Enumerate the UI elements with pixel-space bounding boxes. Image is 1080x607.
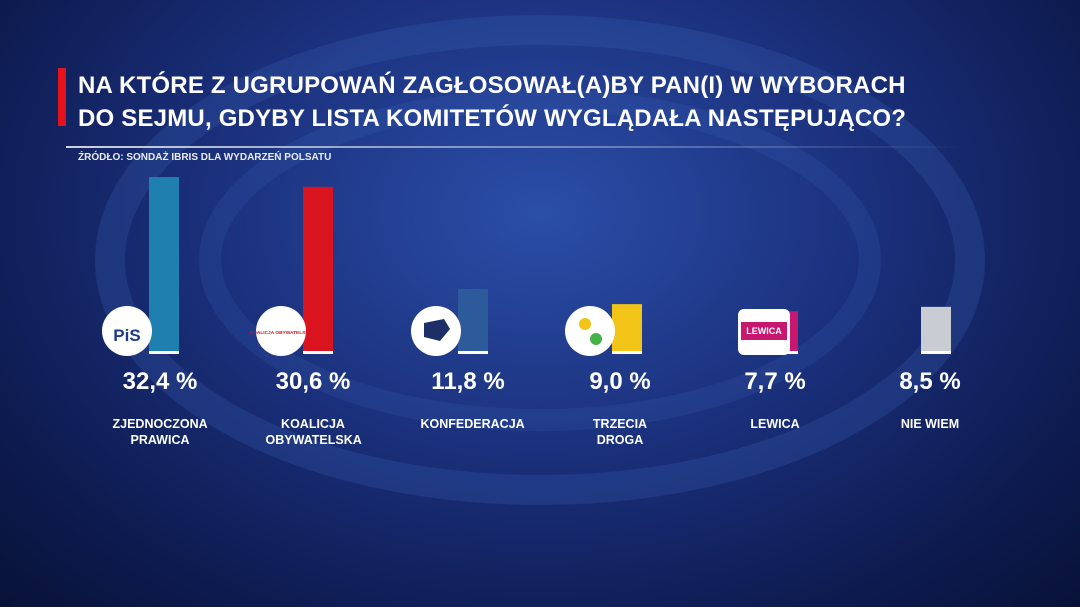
category-label-text: ZJEDNOCZONA PRAWICA xyxy=(112,417,208,447)
bar-base xyxy=(149,351,179,354)
bar xyxy=(303,186,333,353)
background-arc xyxy=(95,15,985,505)
logo-shape xyxy=(424,319,450,341)
party-logo: KOALICJA OBYWATELSKA xyxy=(250,306,313,356)
category-label: TRZECIA DROGA xyxy=(550,416,690,448)
category-label-text: LEWICA xyxy=(750,417,800,431)
title-accent xyxy=(58,68,66,126)
category-label-text: NIE WIEM xyxy=(900,417,960,431)
logo-dot xyxy=(590,333,602,345)
category-label-text: TRZECIA DROGA xyxy=(592,417,648,447)
chart-title: DO SEJMU, GDYBY LISTA KOMITETÓW WYGLĄDAŁ… xyxy=(78,105,907,132)
category-label: KOALICJA OBYWATELSKA xyxy=(243,416,383,448)
party-logo: LEWICA xyxy=(738,309,790,355)
category-label-text: KOALICJA OBYWATELSKA xyxy=(265,417,362,447)
bar xyxy=(921,306,951,353)
bar-base xyxy=(921,351,951,354)
bar-base xyxy=(458,351,488,354)
bar xyxy=(149,177,179,353)
value-label: 32,4 % xyxy=(122,368,198,395)
logo-text: LEWICA xyxy=(746,326,782,336)
logo-inner xyxy=(741,322,787,340)
value-label: 8,5 % xyxy=(899,368,961,395)
party-logo: PiS xyxy=(102,306,152,356)
value-label: 9,0 % xyxy=(589,368,651,395)
value-label: 30,6 % xyxy=(275,368,351,395)
logo-text: KOALICJA OBYWATELSKA xyxy=(250,330,313,336)
category-label: KONFEDERACJA xyxy=(398,416,538,432)
bar xyxy=(612,304,642,353)
logo-circle xyxy=(565,306,615,356)
chart-title: NA KTÓRE Z UGRUPOWAŃ ZAGŁOSOWAŁ(A)BY PAN… xyxy=(78,72,906,99)
bar xyxy=(458,288,488,353)
background-arc xyxy=(199,89,881,431)
logo-dot xyxy=(579,318,591,330)
category-label: ZJEDNOCZONA PRAWICA xyxy=(90,416,230,448)
logo-circle xyxy=(256,306,306,356)
logo-circle xyxy=(102,306,152,356)
logo-text: PiS xyxy=(113,326,140,345)
title-rule xyxy=(66,146,966,148)
chart-subtitle: ŹRÓDŁO: SONDAŻ IBRIS DLA WYDARZEŃ POLSAT… xyxy=(78,152,332,163)
bar-base xyxy=(303,351,333,354)
value-label: 11,8 % xyxy=(431,368,505,395)
party-logo xyxy=(411,306,461,356)
category-label: NIE WIEM xyxy=(860,416,1000,432)
value-label: 7,7 % xyxy=(744,368,806,395)
party-logo xyxy=(565,306,615,356)
category-label-text: KONFEDERACJA xyxy=(420,417,525,431)
bar-base xyxy=(612,351,642,354)
category-label: LEWICA xyxy=(705,416,845,432)
